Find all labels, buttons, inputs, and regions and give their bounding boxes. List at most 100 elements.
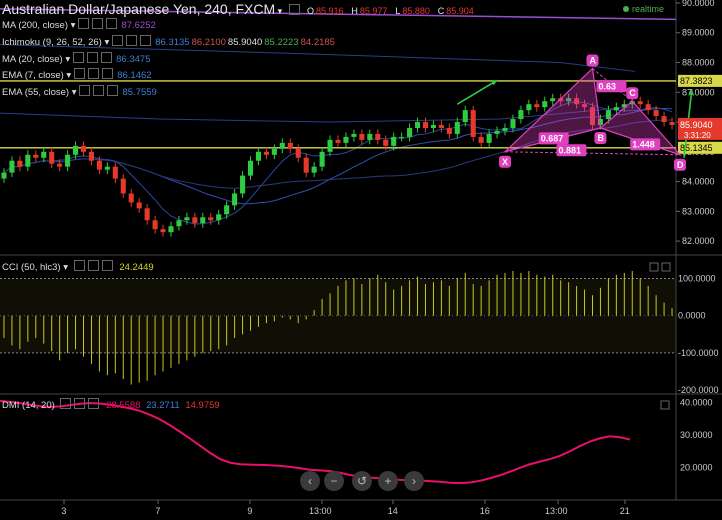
indicator-label[interactable]: EMA (7, close) bbox=[2, 70, 64, 82]
indicator-label[interactable]: EMA (55, close) bbox=[2, 87, 70, 99]
candle-body bbox=[446, 127, 452, 134]
chevron-down-icon[interactable]: ▾ bbox=[101, 36, 110, 48]
candle-body bbox=[240, 175, 246, 194]
cci-dropdown-icon[interactable]: ▾ bbox=[60, 262, 69, 273]
pane-control-icon bbox=[660, 400, 670, 410]
candle bbox=[661, 111, 667, 127]
candle-body bbox=[343, 136, 349, 143]
zoom-in-button[interactable]: + bbox=[378, 471, 398, 491]
candle bbox=[430, 120, 436, 133]
candle bbox=[136, 197, 142, 213]
eye-icon[interactable] bbox=[79, 85, 91, 97]
candle-body bbox=[605, 110, 611, 120]
indicator-value: 85.9040 bbox=[227, 36, 263, 48]
eye-icon[interactable] bbox=[74, 68, 86, 80]
cci-tick-label: -100.0000 bbox=[678, 348, 719, 358]
symbol-dropdown-icon[interactable]: ▾ bbox=[275, 6, 283, 16]
gear-icon[interactable] bbox=[92, 18, 104, 29]
candle-body bbox=[263, 151, 269, 155]
price-tick-label: 82.0000 bbox=[682, 236, 715, 246]
scroll-right-button[interactable]: › bbox=[404, 471, 424, 491]
candle-body bbox=[494, 130, 500, 134]
chevron-down-icon[interactable]: ▾ bbox=[69, 87, 77, 99]
symbol-name[interactable]: Australian Dollar/Japanese Yen, 240, FXC… bbox=[2, 1, 276, 17]
indicator-label[interactable]: MA (200, close) bbox=[2, 20, 68, 31]
candle bbox=[104, 162, 110, 175]
candle-body bbox=[542, 101, 548, 108]
indicator-label[interactable]: Ichimoku (9, 26, 52, 26) bbox=[2, 36, 102, 48]
scroll-left-button[interactable]: ‹ bbox=[300, 471, 320, 491]
cci-tick-label: 100.0000 bbox=[678, 273, 716, 283]
gear-icon[interactable] bbox=[88, 68, 100, 80]
close-icon[interactable] bbox=[107, 85, 119, 97]
indicator-row[interactable]: EMA (55, close) ▾ 85.7559 bbox=[2, 85, 157, 98]
eye-icon[interactable] bbox=[60, 398, 72, 409]
pattern-ratio-line bbox=[505, 151, 680, 156]
candle-body bbox=[200, 217, 206, 224]
gear-icon[interactable] bbox=[289, 4, 301, 15]
reset-button[interactable]: ↺ bbox=[352, 471, 372, 491]
indicator-row[interactable]: MA (200, close) ▾ 87.6252 bbox=[2, 18, 156, 31]
pattern-ratio-label: 0.881 bbox=[558, 145, 581, 155]
candle-body bbox=[597, 119, 603, 126]
cci-legend[interactable]: CCI (50, hlc3) ▾ 24.2449 bbox=[2, 260, 154, 273]
indicator-value: 86.3475 bbox=[116, 53, 151, 65]
indicator-row[interactable]: MA (20, close) ▾ 86.3475 bbox=[2, 51, 151, 65]
close-icon[interactable] bbox=[106, 18, 118, 29]
chevron-down-icon[interactable]: ▾ bbox=[68, 20, 76, 31]
indicator-row[interactable]: EMA (7, close) ▾ 86.1462 bbox=[2, 68, 152, 81]
gear-icon[interactable] bbox=[126, 34, 138, 46]
candle bbox=[367, 129, 373, 145]
candle bbox=[144, 203, 150, 225]
eye-icon[interactable] bbox=[73, 260, 85, 271]
zoom-out-button[interactable]: − bbox=[324, 471, 344, 491]
candle bbox=[319, 147, 325, 172]
time-tick-label: 13:00 bbox=[545, 506, 568, 516]
chevron-down-icon[interactable]: ▾ bbox=[63, 70, 72, 82]
candle bbox=[41, 147, 47, 163]
candle-body bbox=[41, 151, 47, 158]
candle-body bbox=[653, 110, 659, 117]
candle-body bbox=[247, 160, 254, 176]
candle-body bbox=[629, 101, 635, 105]
close-icon[interactable] bbox=[101, 260, 113, 271]
eye-icon[interactable] bbox=[73, 51, 85, 63]
dmi-value-2: 23.2711 bbox=[146, 400, 180, 411]
candle-body bbox=[65, 154, 71, 167]
candle-body bbox=[430, 125, 436, 128]
eye-icon[interactable] bbox=[78, 18, 90, 29]
close-icon[interactable] bbox=[140, 34, 152, 46]
candle-body bbox=[216, 214, 222, 221]
gear-icon[interactable] bbox=[93, 85, 105, 97]
candle bbox=[669, 117, 675, 130]
chevron-down-icon[interactable]: ▾ bbox=[62, 53, 71, 65]
eye-icon[interactable] bbox=[112, 34, 124, 46]
close-icon[interactable] bbox=[101, 51, 113, 63]
candle bbox=[327, 135, 333, 157]
dmi-legend[interactable]: DMI (14, 20) 28.5588 23.2711 14.9759 bbox=[2, 398, 220, 411]
candle-body bbox=[224, 205, 230, 215]
bar-countdown-label: 3:31:20 bbox=[684, 131, 711, 140]
cci-title[interactable]: CCI (50, hlc3) bbox=[2, 262, 61, 273]
indicator-row[interactable]: Ichimoku (9, 26, 52, 26) ▾ 86.3135 86.2100… bbox=[2, 34, 335, 48]
indicator-value: 86.1462 bbox=[117, 70, 152, 82]
pane-control-icon bbox=[649, 262, 659, 272]
gear-icon[interactable] bbox=[87, 260, 99, 271]
candle-body bbox=[351, 133, 357, 137]
close-icon[interactable] bbox=[88, 398, 100, 409]
dmi-title[interactable]: DMI (14, 20) bbox=[2, 400, 55, 411]
candle bbox=[192, 212, 198, 228]
ohlc-low-value: 85.880 bbox=[402, 6, 430, 16]
candle-body bbox=[422, 122, 429, 128]
candle bbox=[399, 132, 405, 142]
gear-icon[interactable] bbox=[74, 398, 86, 409]
price-tick-label: 89.0000 bbox=[682, 28, 715, 38]
candle bbox=[526, 99, 532, 115]
gear-icon[interactable] bbox=[87, 51, 99, 63]
candle-body bbox=[391, 136, 397, 146]
close-icon[interactable] bbox=[102, 68, 114, 80]
indicator-label[interactable]: MA (20, close) bbox=[2, 53, 63, 65]
candle bbox=[510, 114, 516, 133]
chart-title[interactable]: Australian Dollar/Japanese Yen, 240, FXC… bbox=[2, 1, 474, 17]
